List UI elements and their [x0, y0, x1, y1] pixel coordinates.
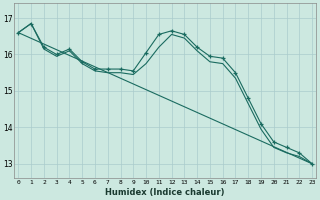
X-axis label: Humidex (Indice chaleur): Humidex (Indice chaleur) [106, 188, 225, 197]
